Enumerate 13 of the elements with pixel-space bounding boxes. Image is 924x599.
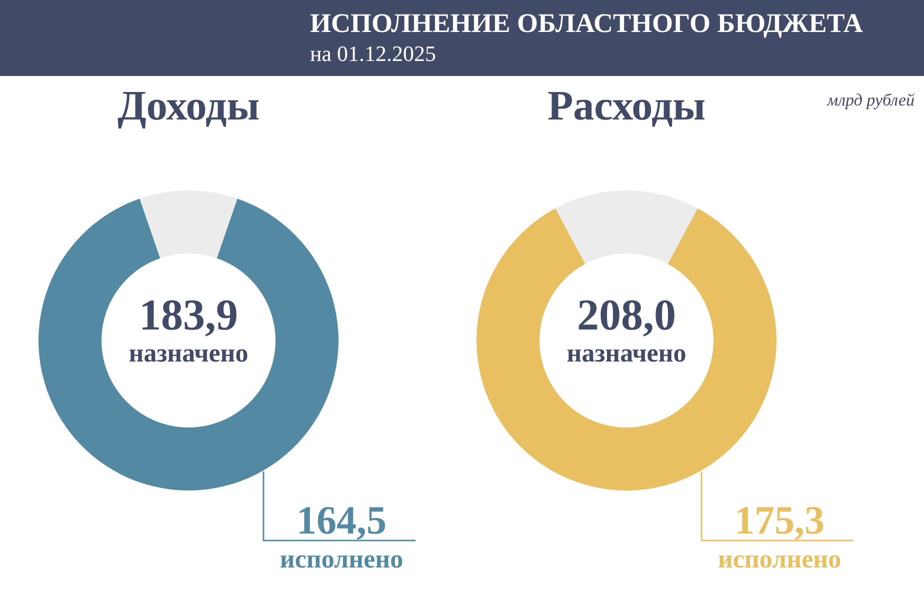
slice-label: исполнено [280, 544, 404, 574]
text: на 01.12.2025 [310, 40, 438, 68]
text: назначено [128, 338, 248, 368]
slice-label: исполнено [718, 544, 842, 574]
chart-title: Расходы [548, 84, 706, 130]
text: назначено [566, 338, 686, 368]
data-label: 175,3 [734, 498, 824, 542]
chart-title: Доходы [117, 84, 260, 130]
text: млрд рублей [826, 90, 915, 110]
data-label: 164,5 [296, 498, 386, 542]
text: 208,0 [577, 290, 676, 340]
text: ИСПОЛНЕНИЕ ОБЛАСТНОГО БЮДЖЕТА [310, 7, 864, 40]
text: 183,9 [139, 290, 238, 340]
